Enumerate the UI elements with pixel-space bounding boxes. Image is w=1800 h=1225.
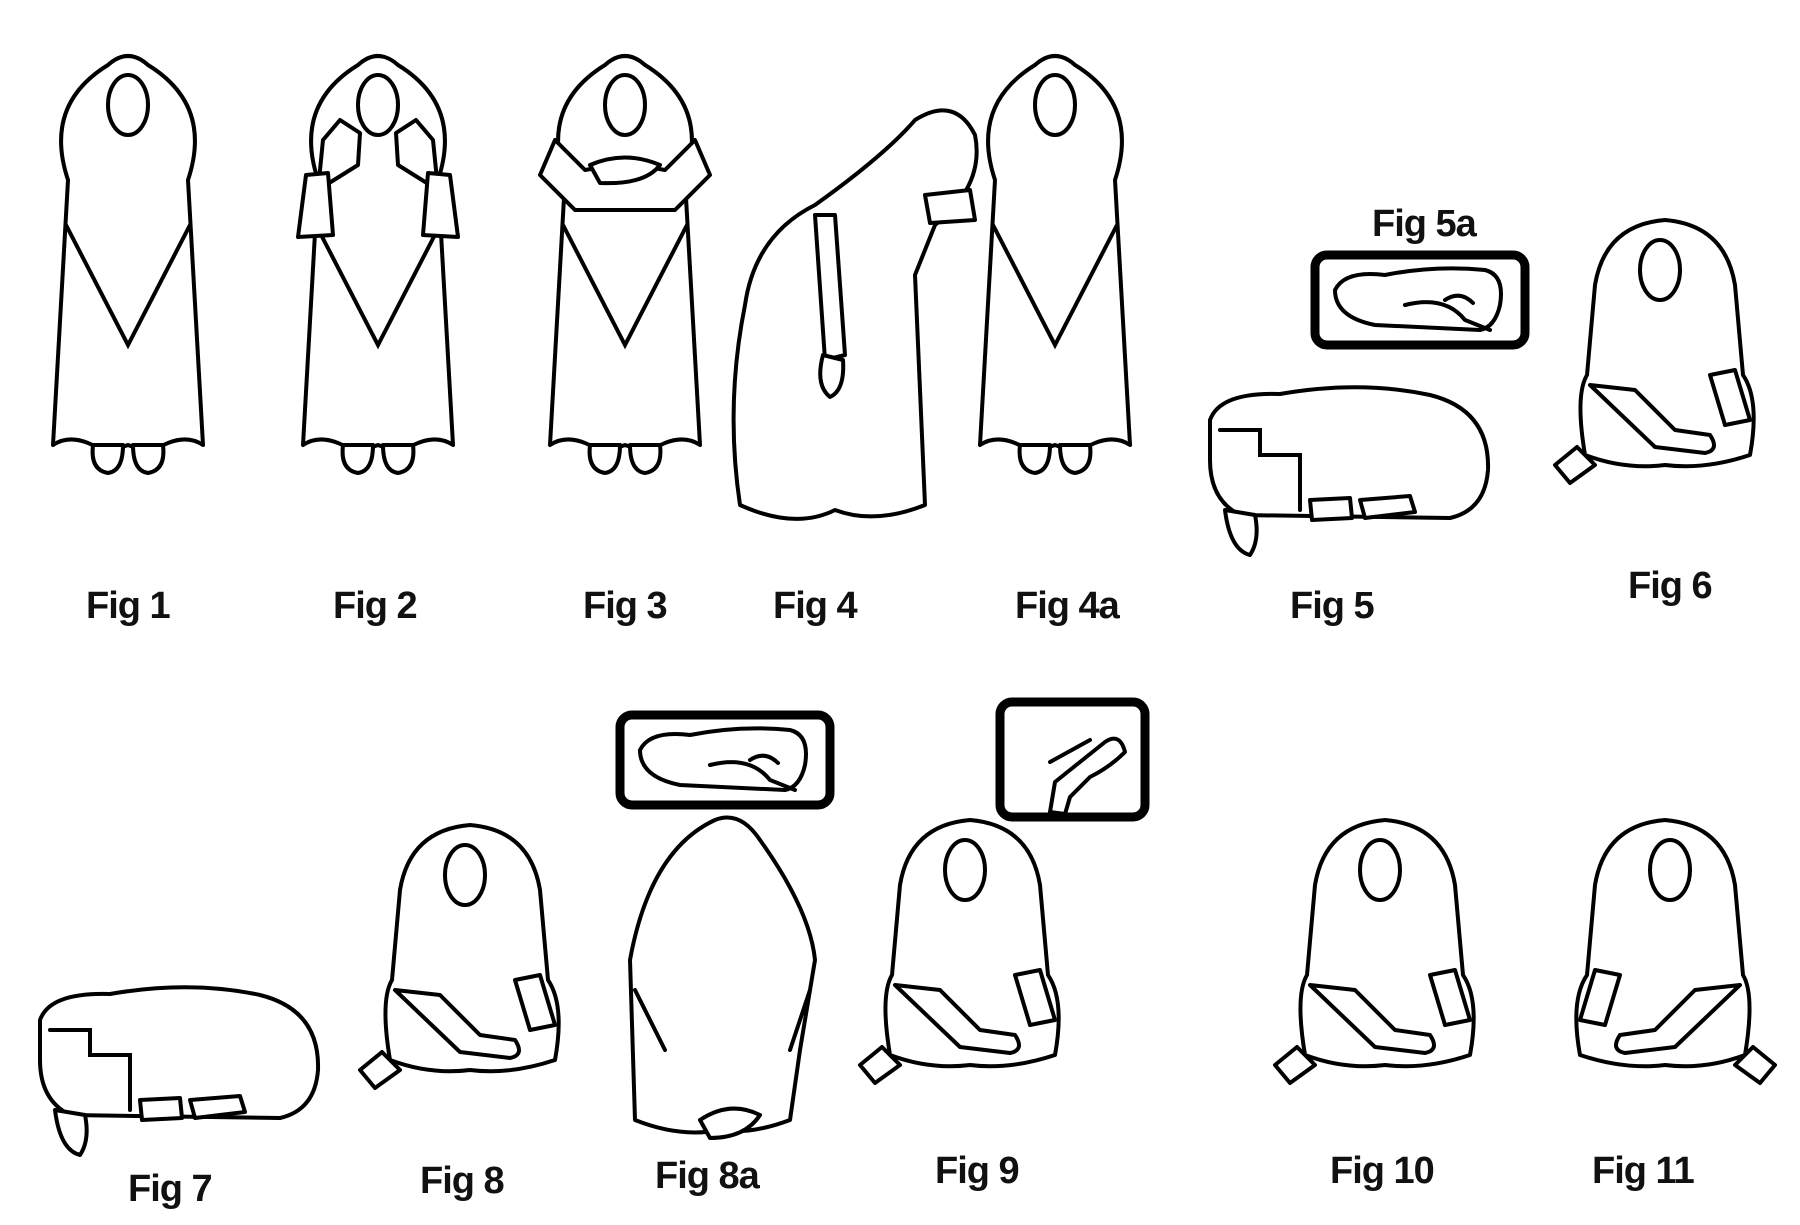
label-fig10: Fig 10 xyxy=(1330,1150,1435,1192)
label-fig3: Fig 3 xyxy=(583,585,668,627)
figure-sitting-back-8a xyxy=(628,815,817,1140)
foot-inset-5a xyxy=(1315,255,1525,345)
figure-prostrating-5 xyxy=(1208,385,1491,557)
foot-inset-8a xyxy=(620,715,830,805)
finger-inset-9 xyxy=(995,697,1150,822)
label-fig8: Fig 8 xyxy=(420,1160,505,1202)
label-fig8a: Fig 8a xyxy=(655,1155,760,1197)
label-fig9: Fig 9 xyxy=(935,1150,1020,1192)
label-fig7: Fig 7 xyxy=(128,1168,213,1210)
figure-bowing xyxy=(731,108,979,521)
figure-standing-1 xyxy=(51,54,205,475)
label-fig4a: Fig 4a xyxy=(1015,585,1120,627)
figure-sitting-11 xyxy=(1574,818,1777,1085)
figure-sitting-10 xyxy=(1273,818,1476,1085)
label-fig2: Fig 2 xyxy=(333,585,418,627)
label-fig6: Fig 6 xyxy=(1628,565,1713,607)
figure-standing-4a xyxy=(978,54,1132,475)
label-fig1: Fig 1 xyxy=(86,585,171,627)
figure-sitting-6 xyxy=(1553,218,1756,485)
label-fig11: Fig 11 xyxy=(1592,1150,1695,1192)
figure-standing-hands-folded xyxy=(538,54,712,475)
label-fig5a: Fig 5a xyxy=(1372,203,1477,245)
figure-sitting-9 xyxy=(858,818,1061,1085)
figure-standing-hands-raised xyxy=(296,54,460,475)
label-fig4: Fig 4 xyxy=(773,585,858,627)
label-fig5: Fig 5 xyxy=(1290,585,1375,627)
figure-prostrating-7 xyxy=(38,985,321,1157)
figure-sitting-8 xyxy=(358,823,561,1090)
